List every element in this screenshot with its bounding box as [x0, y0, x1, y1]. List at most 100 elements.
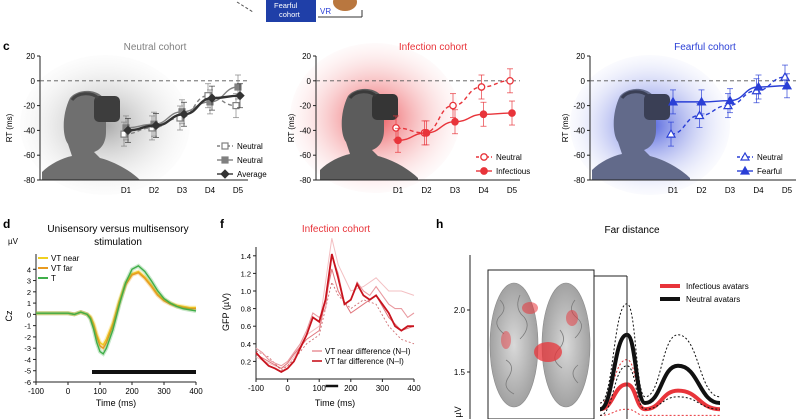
y-tick-label: 0.6 [241, 322, 251, 331]
legend-marker [221, 142, 229, 150]
ci-upper [599, 359, 721, 404]
fearful-cohort-label: Fearful cohort [274, 1, 301, 19]
dashed-pointer [236, 1, 254, 13]
x-tick-label: D3 [177, 186, 188, 195]
y-tick-label: 0 [307, 77, 312, 86]
y-tick-label: 3 [27, 277, 31, 286]
legend-marker [221, 156, 229, 164]
data-point [179, 109, 189, 119]
x-tick-label: D4 [205, 186, 216, 195]
legend-label: Neutral avatars [686, 295, 740, 304]
x-tick-label: D1 [393, 186, 404, 195]
y-tick-label: -20 [23, 102, 35, 111]
f-title: Infection cohort [302, 224, 371, 235]
data-point [753, 81, 764, 91]
c2-title: Infection cohort [399, 42, 468, 53]
x-tick-label: D2 [421, 186, 432, 195]
legend-label: T [51, 274, 56, 283]
d-title-line1: Unisensory versus multisensory [47, 224, 188, 235]
y-tick-label: -40 [299, 126, 311, 135]
y-tick-label: -40 [573, 126, 585, 135]
data-point [479, 110, 488, 119]
h-title: Far distance [604, 225, 659, 236]
ci-lower [599, 365, 721, 416]
vr-person-icon [592, 88, 690, 180]
legend-marker [739, 165, 751, 175]
d-title-line2: stimulation [94, 237, 142, 248]
y-tick-label: -3 [24, 344, 31, 353]
y-tick-label: -60 [299, 151, 311, 160]
legend-label: Neutral [757, 153, 783, 162]
y-tick-label: 1.2 [241, 269, 251, 278]
y-tick-label: -40 [23, 126, 35, 135]
vr-person-icon [42, 90, 140, 180]
legend-marker [480, 153, 488, 161]
x-tick-label: 400 [189, 387, 203, 396]
y-tick-label: -60 [573, 151, 585, 160]
legend-label: Infectious [496, 167, 530, 176]
x-tick-label: D5 [782, 186, 793, 195]
data-point [207, 93, 217, 103]
legend-marker [739, 151, 751, 161]
series-line [255, 280, 415, 371]
y-tick-label: -6 [24, 378, 31, 387]
data-point [506, 76, 514, 85]
legend-label: VT near [51, 254, 80, 263]
series-band [36, 263, 197, 357]
x-tick-label: D2 [696, 186, 707, 195]
vr-person-icon [320, 88, 418, 180]
y-tick-label: 1 [27, 299, 31, 308]
series-line [255, 253, 414, 373]
y-tick-label: 0 [31, 77, 36, 86]
panel-h: Far distance 2.0 1.5 µV Infectious avatars Ne… [453, 225, 749, 419]
panel-letter-c: c [3, 39, 10, 53]
x-tick-label: 300 [157, 387, 171, 396]
y-tick-label: -80 [299, 176, 311, 185]
x-tick-label: -100 [28, 387, 45, 396]
series-line [255, 268, 415, 370]
panel-letter-f: f [220, 217, 225, 231]
y-tick-label: -4 [24, 355, 31, 364]
panel-letter-h: h [436, 217, 443, 231]
x-tick-label: 0 [285, 384, 290, 393]
x-tick-label: 200 [125, 387, 139, 396]
y-tick-label: 2 [27, 288, 31, 297]
ci-upper [599, 303, 721, 404]
y-tick-label: -5 [24, 367, 31, 376]
fearful-cohort-box [266, 0, 316, 22]
data-point [451, 117, 459, 126]
data-point [449, 101, 457, 110]
x-tick-label: 200 [344, 384, 358, 393]
x-tick-label: D4 [753, 186, 764, 195]
panel-c3: 20 0 -20 -40 -60 -80 D1 D2 D3 D4 D5 Neutral Fearful … [570, 42, 796, 195]
y-tick-label: -20 [299, 102, 311, 111]
f-ylabel: GFP (µV) [221, 293, 231, 331]
panel-f: Infection cohort 0.2 0.4 0.6 0.8 1.0 1.2 1.4 -10… [221, 224, 421, 408]
c3-title: Fearful cohort [674, 42, 736, 53]
y-tick-label: 0.8 [241, 305, 251, 314]
data-point [696, 96, 707, 106]
legend-label: VT far [51, 264, 73, 273]
c1-title: Neutral cohort [124, 42, 187, 53]
c2-ylabel: RT (ms) [287, 113, 296, 142]
data-point [724, 95, 736, 105]
legend-label: Fearful [757, 167, 782, 176]
x-tick-label: D4 [478, 186, 489, 195]
legend-marker [480, 167, 488, 175]
y-tick-label: -1 [24, 322, 31, 331]
y-tick-label: 20 [576, 52, 585, 61]
x-tick-label: D1 [121, 186, 132, 195]
legend-label: VT far difference (N–I) [325, 357, 404, 366]
data-point [781, 80, 793, 90]
panel-letter-d: d [3, 217, 10, 231]
data-point [665, 128, 677, 138]
series-line [255, 238, 415, 369]
legend-label: Neutral [496, 153, 522, 162]
series-line [36, 265, 197, 355]
vr-label: VR [320, 7, 331, 16]
brain-icon [489, 282, 591, 408]
legend-label: Infectious avatars [686, 282, 749, 291]
data-point [123, 125, 133, 136]
data-point [235, 90, 245, 101]
